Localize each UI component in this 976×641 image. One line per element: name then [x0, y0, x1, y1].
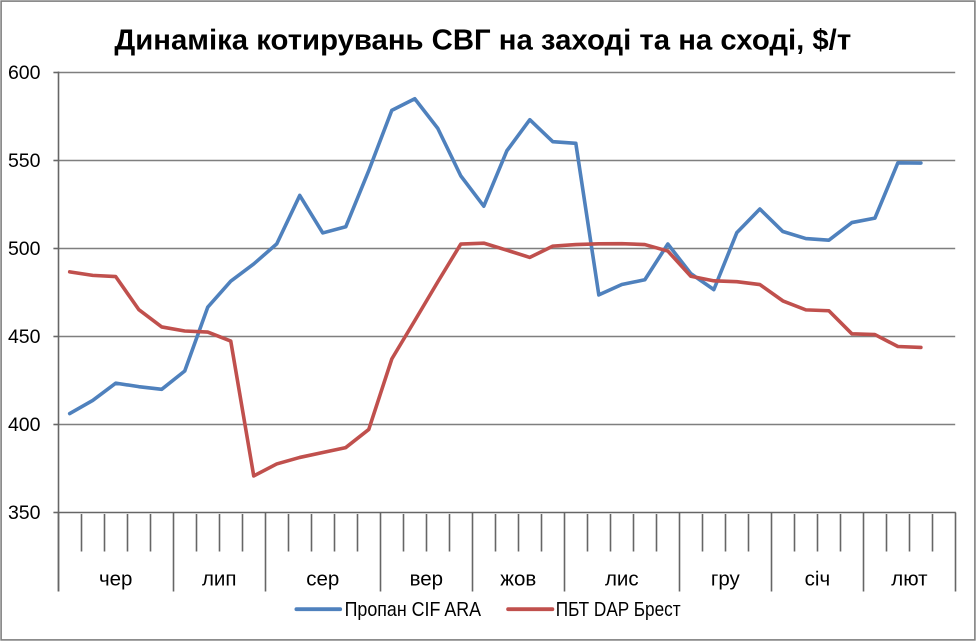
svg-text:гру: гру: [711, 568, 741, 591]
svg-text:Пропан CIF ARA: Пропан CIF ARA: [345, 598, 482, 621]
svg-text:жов: жов: [500, 568, 536, 591]
svg-text:350: 350: [8, 502, 41, 524]
svg-text:чер: чер: [99, 568, 132, 591]
svg-text:лют: лют: [891, 568, 928, 591]
svg-text:лис: лис: [605, 568, 639, 591]
svg-text:Динаміка котирувань СВГ на зах: Динаміка котирувань СВГ на заході та на …: [114, 25, 851, 57]
svg-text:500: 500: [8, 238, 41, 260]
svg-text:сер: сер: [306, 568, 339, 591]
svg-text:400: 400: [8, 414, 41, 436]
svg-text:600: 600: [8, 62, 41, 84]
svg-text:450: 450: [8, 326, 41, 348]
svg-text:550: 550: [8, 150, 41, 172]
svg-text:ПБТ DAP Брест: ПБТ DAP Брест: [556, 598, 681, 621]
svg-text:січ: січ: [805, 568, 831, 591]
svg-text:лип: лип: [202, 568, 237, 591]
svg-text:вер: вер: [410, 568, 443, 591]
